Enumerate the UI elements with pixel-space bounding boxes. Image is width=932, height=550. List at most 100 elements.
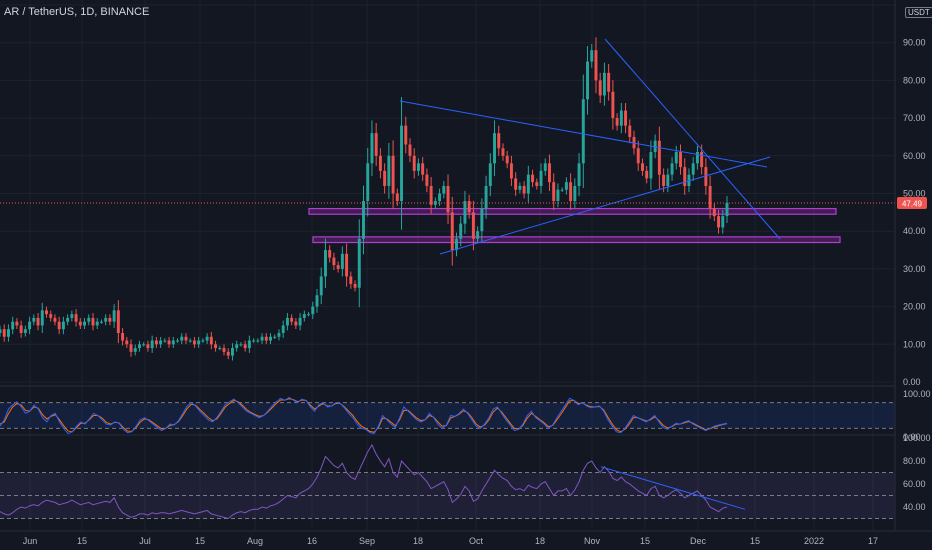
- candle-body: [163, 340, 167, 342]
- candle-body: [488, 163, 492, 186]
- candle-body: [256, 340, 260, 342]
- rsi-pane: [0, 434, 895, 520]
- candle-body: [501, 148, 505, 156]
- candle-body: [362, 201, 365, 239]
- candle-body: [717, 216, 721, 228]
- stoch-band: [0, 402, 895, 429]
- candle-body: [674, 152, 678, 164]
- candle-body: [19, 325, 23, 333]
- candle-body: [704, 167, 708, 186]
- candle-body: [214, 344, 218, 349]
- stoch-tick-label: 0.00: [903, 432, 921, 442]
- candle-body: [463, 201, 467, 224]
- candle-body: [636, 148, 640, 164]
- candle-body: [645, 170, 649, 179]
- candle-body: [577, 163, 581, 186]
- candle-body: [345, 253, 349, 277]
- candle-body: [32, 317, 36, 322]
- candle-body: [340, 253, 344, 269]
- candle-body: [526, 174, 530, 194]
- candle-body: [108, 317, 112, 322]
- candle-body: [518, 185, 522, 190]
- candle-body: [78, 321, 82, 326]
- candle-body: [129, 344, 133, 352]
- candle-body: [222, 348, 226, 352]
- candle-body: [657, 140, 661, 175]
- candle-body: [188, 340, 192, 342]
- candle-body: [539, 170, 543, 186]
- candle-body: [640, 163, 644, 171]
- candle-body: [176, 340, 180, 342]
- x-tick-label: Jun: [23, 536, 38, 546]
- stochastic-pane: [0, 385, 895, 435]
- candle-body: [6, 329, 10, 337]
- x-tick-label: 17: [868, 536, 878, 546]
- rsi-tick-label: 100.00: [903, 433, 931, 443]
- candle-body: [391, 155, 395, 194]
- candle-body: [83, 321, 87, 326]
- candle-body: [615, 118, 619, 126]
- candle-body: [167, 340, 171, 345]
- candle-body: [66, 317, 70, 322]
- candle-body: [36, 317, 40, 326]
- candle-body: [505, 155, 509, 164]
- candle-body: [353, 283, 357, 288]
- x-tick-label: 15: [750, 536, 760, 546]
- candle-body: [607, 72, 611, 92]
- candle-body: [666, 174, 670, 186]
- candle-body: [192, 340, 196, 345]
- candle-body: [116, 310, 120, 333]
- x-tick-label: 2022: [804, 536, 824, 546]
- y-tick-label: 0.00: [903, 377, 921, 387]
- candle-body: [421, 163, 425, 175]
- support-zone: [312, 236, 841, 244]
- rsi-trendline: [600, 466, 746, 510]
- candle-body: [285, 317, 289, 326]
- candle-body: [57, 321, 61, 330]
- candle-body: [649, 152, 653, 179]
- candle-body: [594, 50, 598, 81]
- candle-body: [349, 276, 353, 284]
- x-tick-label: Nov: [584, 536, 601, 546]
- candle-body: [691, 163, 695, 175]
- candle-body: [484, 185, 488, 209]
- candle-body: [374, 133, 378, 156]
- stoch-tick-label: 100.00: [903, 389, 931, 399]
- candle-body: [721, 216, 725, 228]
- candle-body: [564, 182, 568, 190]
- candle-body: [429, 185, 433, 205]
- quote-unit-badge[interactable]: USDT: [905, 7, 932, 18]
- candle-body: [425, 174, 429, 186]
- candle-body: [294, 321, 298, 326]
- candle-body: [239, 344, 243, 346]
- trendlines: 47.49: [0, 38, 927, 255]
- candle-body: [15, 321, 19, 326]
- candle-body: [230, 348, 234, 356]
- candle-body: [547, 163, 551, 183]
- candle-body: [133, 348, 137, 352]
- candle-body: [125, 340, 129, 345]
- candle-body: [180, 336, 184, 341]
- candle-body: [281, 325, 285, 333]
- y-tick-label: 30.00: [903, 264, 926, 274]
- candle-body: [61, 321, 65, 330]
- candles: [0, 37, 729, 361]
- candle-body: [209, 336, 213, 345]
- candle-body: [450, 212, 454, 251]
- y-tick-label: 40.00: [903, 226, 926, 236]
- candle-body: [0, 329, 2, 333]
- candle-body: [247, 340, 251, 349]
- candle-body: [552, 182, 556, 202]
- candle-body: [514, 178, 518, 190]
- candle-body: [455, 238, 458, 251]
- stoch-k-line: [0, 396, 728, 435]
- candle-body: [302, 314, 306, 318]
- candle-body: [323, 250, 327, 277]
- candle-body: [218, 348, 222, 350]
- candle-body: [598, 80, 602, 96]
- candle-body: [653, 140, 657, 153]
- trendline: [604, 38, 781, 240]
- candle-body: [383, 170, 387, 186]
- candle-body: [226, 351, 230, 356]
